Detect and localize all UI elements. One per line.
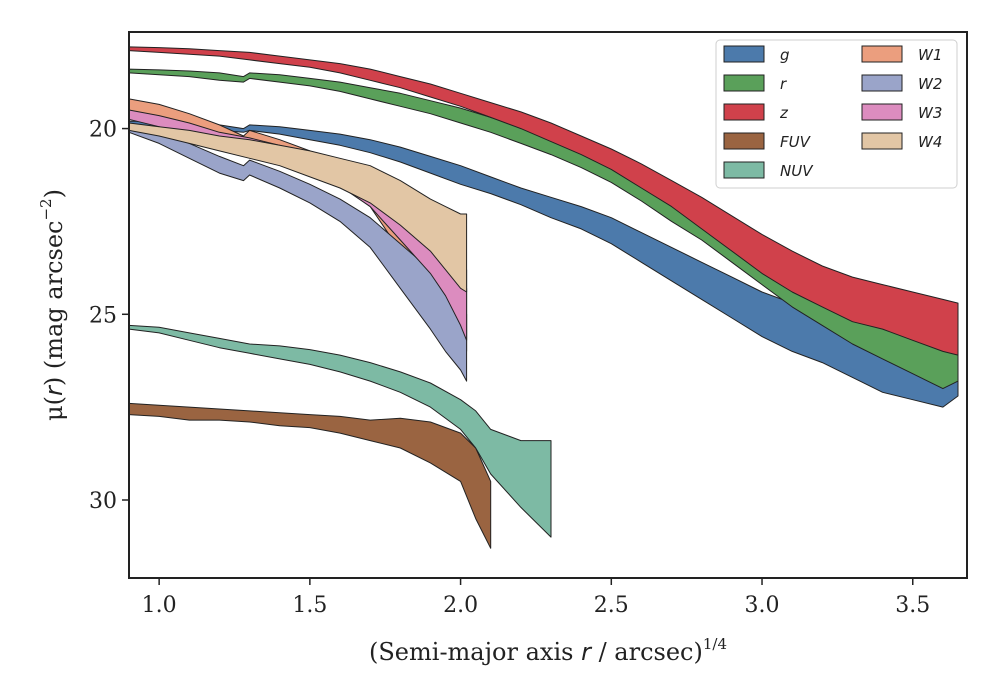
legend-label-NUV: NUV bbox=[780, 162, 814, 180]
x-axis-title-exp: 1/4 bbox=[703, 635, 727, 653]
legend-label-W1: W1 bbox=[918, 46, 942, 64]
x-tick-label: 2.0 bbox=[443, 593, 478, 618]
y-axis-title-exp: −2 bbox=[37, 198, 55, 220]
legend-label-g: g bbox=[780, 46, 790, 64]
legend-swatch-W1 bbox=[861, 45, 903, 63]
legend-swatch-W2 bbox=[861, 74, 903, 92]
ticks-layer: 1.0 1.5 2.0 2.5 3.0 3.5 20 25 30 bbox=[89, 118, 930, 618]
legend-swatch-FUV bbox=[723, 132, 765, 150]
band-g bbox=[128, 120, 959, 408]
band-NUV bbox=[128, 324, 552, 538]
legend-label-W4: W4 bbox=[918, 133, 942, 151]
legend-swatch-r bbox=[723, 74, 765, 92]
y-axis-title-mu: μ( bbox=[40, 396, 68, 421]
y-axis-title: μ(r) (mag arcsec−2) bbox=[37, 189, 68, 421]
x-tick-label: 2.5 bbox=[594, 593, 629, 618]
bands-layer bbox=[128, 46, 959, 549]
legend-label-FUV: FUV bbox=[780, 133, 812, 151]
x-axis-title: (Semi-major axis r / arcsec)1/4 bbox=[369, 635, 727, 666]
y-tick-label: 25 bbox=[89, 303, 117, 328]
plot-frame bbox=[128, 31, 968, 579]
x-axis-title-pre: (Semi-major axis bbox=[369, 638, 581, 666]
legend: grz FUV NUV W1 W2 W3 W4 bbox=[715, 39, 958, 189]
legend-label-z: z bbox=[779, 104, 789, 122]
band-z bbox=[128, 46, 959, 356]
legend-swatch-g bbox=[723, 45, 765, 63]
legend-swatch-NUV bbox=[723, 161, 765, 179]
x-tick-label: 3.5 bbox=[895, 593, 930, 618]
legend-label-W2: W2 bbox=[918, 75, 942, 93]
x-tick-label: 1.0 bbox=[142, 593, 177, 618]
legend-swatch-z bbox=[723, 103, 765, 121]
band-r bbox=[128, 68, 959, 390]
x-axis-title-post: / arcsec) bbox=[591, 638, 703, 666]
y-axis-title-post: ) bbox=[40, 189, 68, 198]
x-tick-label: 1.5 bbox=[292, 593, 327, 618]
legend-label-r: r bbox=[780, 75, 787, 93]
x-tick-label: 3.0 bbox=[745, 593, 780, 618]
legend-swatch-W3 bbox=[861, 103, 903, 121]
band-W4 bbox=[128, 122, 468, 293]
y-tick-label: 20 bbox=[89, 118, 117, 143]
legend-label-W3: W3 bbox=[918, 104, 942, 122]
y-tick-label: 30 bbox=[89, 489, 117, 514]
band-W2 bbox=[128, 124, 468, 382]
x-axis-title-var: r bbox=[581, 638, 593, 666]
y-axis-title-var: r bbox=[40, 384, 68, 396]
y-axis-title-mid: ) (mag arcsec bbox=[40, 221, 68, 387]
band-FUV bbox=[128, 402, 492, 549]
legend-swatch-W4 bbox=[861, 132, 903, 150]
